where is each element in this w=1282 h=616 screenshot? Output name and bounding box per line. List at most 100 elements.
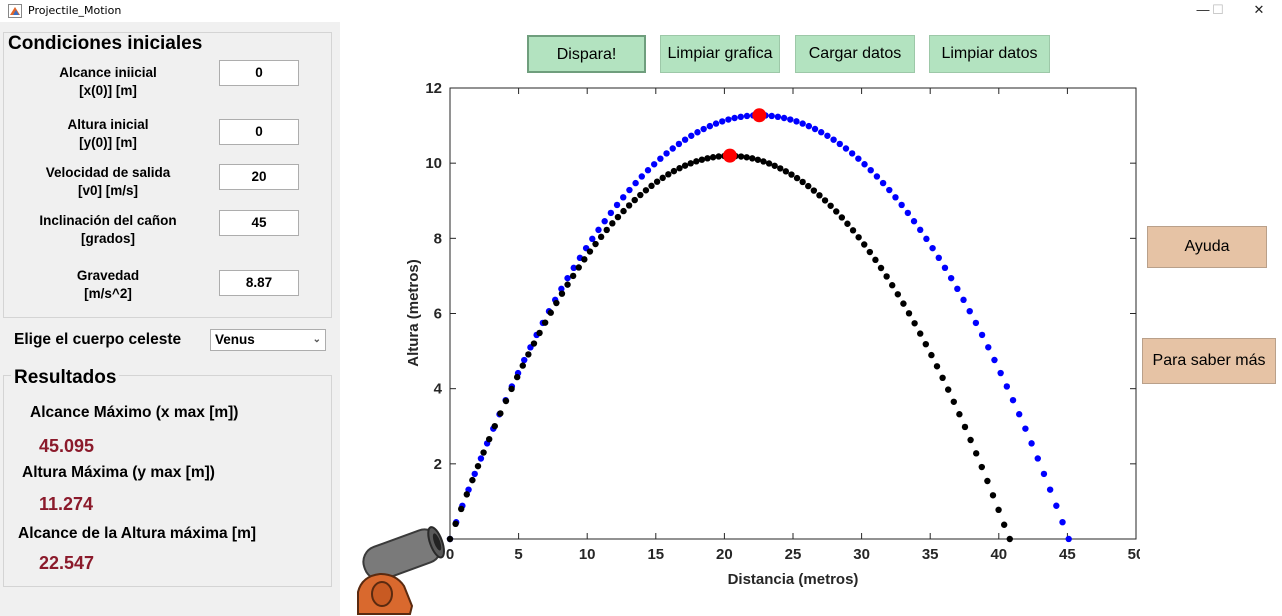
trajectory-point: [754, 156, 762, 163]
learn-more-button[interactable]: Para saber más: [1142, 338, 1276, 384]
trajectory-point: [709, 154, 717, 161]
trajectory-point: [855, 155, 862, 162]
trajectory-point: [558, 285, 565, 293]
trajectory-point: [650, 161, 658, 168]
clear-plot-button[interactable]: Limpiar grafica: [660, 35, 780, 73]
trajectory-point: [892, 194, 899, 201]
v0-label: Velocidad de salida [v0] [m/s]: [14, 164, 202, 200]
trajectory-point: [457, 505, 465, 513]
trajectory-point: [989, 492, 997, 499]
trajectory-point: [632, 179, 639, 187]
trajectory-point: [991, 356, 998, 364]
minimize-button[interactable]: —: [1196, 2, 1210, 17]
y0-label-line1: Altura inicial: [67, 117, 149, 132]
trajectory-point: [637, 191, 644, 199]
trajectory-point: [603, 226, 610, 234]
trajectory-point: [725, 116, 732, 123]
trajectory-point: [737, 113, 744, 121]
trajectory-point: [569, 272, 577, 280]
peak-marker: [752, 108, 767, 123]
trajectory-point: [848, 150, 856, 157]
trajectory-point: [638, 173, 645, 180]
trajectory-point: [836, 140, 843, 148]
trajectory-point: [768, 112, 775, 120]
trajectory-point: [950, 398, 957, 405]
trajectory-point: [821, 197, 829, 204]
trajectory-point: [947, 274, 955, 282]
angle-label-line2: [grados]: [81, 231, 135, 246]
trajectory-point: [889, 282, 896, 289]
trajectory-point: [905, 310, 913, 317]
gravity-input[interactable]: 8.87: [219, 270, 299, 296]
trajectory-point: [485, 435, 493, 443]
trajectory-point: [1053, 502, 1060, 509]
trajectory-point: [558, 290, 566, 297]
x-tick-label: 10: [579, 546, 596, 563]
trajectory-point: [985, 344, 992, 351]
y0-input[interactable]: 0: [219, 119, 299, 145]
angle-input[interactable]: 45: [219, 210, 299, 236]
trajectory-point: [614, 213, 622, 221]
trajectory-point: [838, 214, 846, 221]
celestial-body-selected: Venus: [215, 332, 255, 347]
load-data-button[interactable]: Cargar datos: [795, 35, 915, 73]
close-button[interactable]: ✕: [1253, 2, 1265, 17]
trajectory-point: [782, 168, 790, 175]
trajectory-point: [805, 122, 813, 130]
x-tick-label: 35: [922, 546, 939, 563]
trajectory-point: [883, 273, 890, 280]
x0-label: Alcance iniicial [x(0)] [m]: [14, 64, 202, 100]
trajectory-point: [519, 362, 526, 369]
matlab-app-icon: [8, 4, 22, 18]
trajectory-point: [849, 227, 857, 234]
trajectory-point: [502, 397, 510, 405]
trajectory-point: [474, 462, 482, 470]
x0-input[interactable]: 0: [219, 60, 299, 86]
xmax-label: Alcance Máximo (x max [m]): [30, 404, 239, 421]
x0-label-line2: [x(0)] [m]: [79, 83, 137, 98]
gravity-label-line2: [m/s^2]: [84, 286, 132, 301]
results-title: Resultados: [11, 367, 120, 389]
trajectory-point: [935, 254, 942, 262]
trajectory-point: [873, 173, 881, 180]
xmax-value: 45.095: [39, 436, 95, 456]
trajectory-point: [827, 202, 834, 209]
trajectory-point: [978, 463, 985, 471]
fire-button[interactable]: Dispara!: [527, 35, 646, 73]
trajectory-point: [1034, 455, 1041, 462]
trajectory-point: [1059, 518, 1066, 526]
celestial-body-select[interactable]: Venus ⌄: [210, 329, 326, 351]
trajectory-point: [657, 155, 664, 162]
trajectory-point: [700, 125, 707, 133]
trajectory-chart[interactable]: 0 5 10 15 20 25 30 35 40 45 50 2 4 6 8 10 12 Distancia (…: [340, 22, 1140, 616]
maximize-button[interactable]: ☐: [1212, 2, 1224, 17]
v0-label-line2: [v0] [m/s]: [77, 183, 138, 198]
trajectory-point: [1016, 411, 1023, 418]
trajectory-point: [670, 167, 678, 175]
axis-ticks: 0 5 10 15 20 25 30 35 40 45 50 2 4 6 8 10 12: [425, 80, 1140, 563]
trajectory-point: [743, 154, 750, 161]
trajectory-point: [861, 161, 868, 168]
x-tick-label: 5: [514, 546, 522, 563]
trajectory-point: [793, 174, 801, 182]
trajectory-point: [923, 235, 930, 243]
cannon-wheel-hub: [371, 581, 393, 607]
trajectory-point: [553, 299, 560, 307]
trajectory-point: [595, 226, 602, 234]
clear-data-button[interactable]: Limpiar datos: [929, 35, 1050, 73]
cannon-image: [357, 526, 445, 615]
trajectory-point: [513, 373, 521, 381]
trajectory-point: [669, 145, 676, 152]
trajectory-point: [900, 300, 907, 307]
angle-label: Inclinación del cañon [grados]: [14, 212, 202, 248]
trajectory-point: [824, 132, 831, 139]
y-axis-label: Altura (metros): [405, 259, 422, 367]
help-button[interactable]: Ayuda: [1147, 226, 1267, 268]
v0-input[interactable]: 20: [219, 164, 299, 190]
trajectory-point: [480, 449, 487, 456]
y0-label: Altura inicial [y(0)] [m]: [14, 116, 202, 152]
trajectory-point: [446, 535, 454, 543]
trajectory-point: [966, 307, 973, 315]
trajectory-point: [597, 233, 605, 241]
trajectory-point: [688, 132, 695, 139]
